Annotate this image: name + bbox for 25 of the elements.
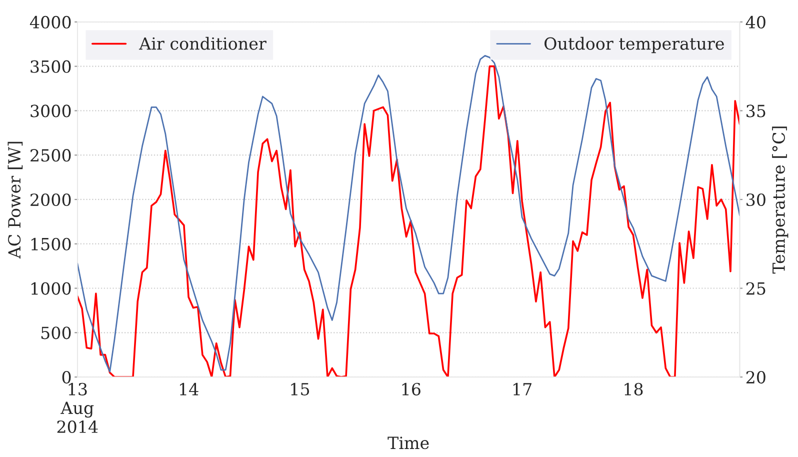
- y2-tick-label: 25: [746, 282, 766, 295]
- y-tick-label: 3500: [30, 60, 71, 73]
- x-tick-label: 16: [402, 382, 420, 396]
- y2-tick-label: 30: [746, 193, 766, 206]
- y2-tick-label: 35: [746, 104, 766, 118]
- y-tick-label: 0: [62, 370, 71, 384]
- y-tick-label: 500: [41, 326, 71, 340]
- y2-tick-label: 40: [746, 16, 766, 29]
- y-tick-label: 1000: [31, 282, 71, 295]
- legend-label: Air conditioner: [138, 36, 266, 50]
- x-tick-label: 15: [291, 382, 310, 396]
- y-tick-label: 1500: [31, 238, 71, 250]
- y-tick-label: 2000: [30, 193, 71, 206]
- y-tick-label: 4000: [30, 16, 71, 29]
- x-tick-label: 17: [513, 382, 532, 396]
- x-tick-label: 13 Aug 2014: [57, 382, 98, 434]
- x-tick-label: 18: [624, 382, 643, 396]
- y2-tick-label: 20: [746, 370, 766, 384]
- x-axis-title: Time: [388, 436, 429, 450]
- x-tick-label: 14: [180, 382, 198, 396]
- y2-axis-title: Temperature [°C]: [772, 126, 788, 274]
- y-axis-title: AC Power [W]: [8, 142, 23, 259]
- legend-label: Outdoor temperature: [544, 36, 724, 54]
- y-tick-label: 3000: [30, 104, 71, 118]
- y-tick-label: 2500: [30, 149, 71, 162]
